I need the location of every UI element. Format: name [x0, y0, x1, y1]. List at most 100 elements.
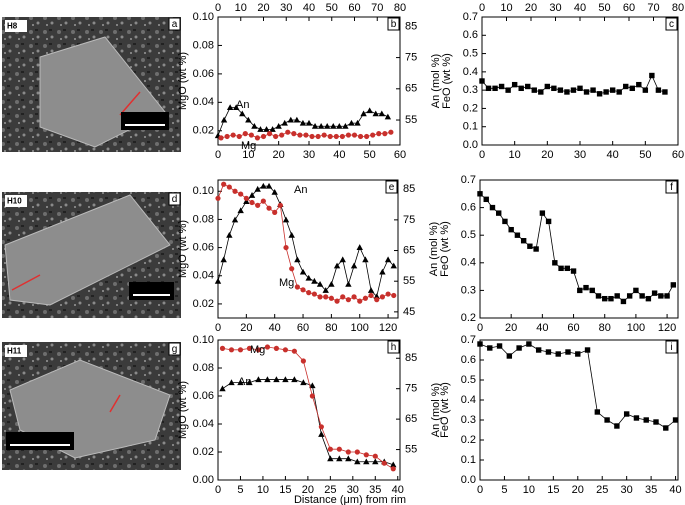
x-tick-label: 100: [627, 322, 645, 334]
x-tick-label: 25: [596, 484, 608, 496]
data-point: [275, 122, 282, 129]
data-point: [291, 131, 297, 137]
data-point: [315, 133, 321, 140]
data-point: [653, 419, 659, 425]
data-point: [345, 455, 352, 462]
data-point: [311, 277, 318, 284]
data-point: [266, 131, 273, 137]
data-point: [583, 89, 590, 95]
data-point: [372, 453, 378, 459]
data-point: [248, 132, 254, 138]
data-point: [266, 205, 272, 211]
data-point: [526, 341, 532, 347]
data-point: [545, 349, 552, 355]
data-point: [291, 376, 298, 383]
x-axis-label: Distance (μm) from rim: [294, 494, 406, 505]
data-point: [374, 297, 380, 303]
data-point: [360, 110, 367, 117]
data-point: [590, 87, 596, 93]
x-tick-label: 100: [351, 322, 369, 334]
data-point: [518, 85, 524, 92]
data-point: [633, 415, 640, 421]
data-point: [477, 191, 483, 197]
y2-axis-label: An (mol %): [430, 383, 442, 437]
y2-tick-label: 75: [405, 51, 417, 63]
y-axis-label: MgO (wt %): [177, 52, 189, 110]
data-point: [221, 181, 227, 187]
scale-label: 100μm: [138, 283, 166, 293]
y2-axis-label: An (mol %): [430, 54, 442, 108]
data-point: [239, 110, 246, 117]
x-tick-label: 20: [572, 484, 584, 496]
x-tick-label: 40: [333, 149, 345, 161]
profile-line: [109, 394, 121, 413]
panel-letter: a: [172, 19, 178, 30]
data-point: [246, 345, 253, 351]
series-line: [217, 183, 394, 302]
data-point: [297, 132, 303, 138]
plot-frame: [217, 16, 401, 146]
data-point: [220, 256, 227, 263]
data-point: [535, 347, 542, 353]
data-point: [672, 417, 679, 423]
panel-letter-box: [387, 17, 400, 31]
panel-letter-box: [387, 340, 400, 354]
data-point: [273, 376, 280, 383]
data-point: [317, 122, 325, 129]
data-point: [362, 295, 369, 301]
x2-tick-label: 0: [215, 2, 221, 14]
data-point: [254, 135, 261, 141]
x-tick-label: 30: [347, 484, 359, 496]
series-line: [222, 379, 394, 466]
data-point: [552, 260, 558, 266]
data-point: [306, 290, 312, 296]
sample-label-bg: [5, 195, 27, 207]
scale-label: 100μm: [26, 433, 54, 443]
y-tick-label: 0.08: [193, 213, 214, 225]
x2-tick-label: 70: [647, 2, 659, 14]
data-point: [248, 192, 256, 198]
data-point: [345, 297, 351, 303]
panel-letter: g: [172, 344, 178, 355]
data-point: [614, 293, 620, 299]
x-tick-label: 35: [645, 484, 657, 496]
y-tick-label: 0.02: [193, 125, 214, 137]
x2-tick-label: 60: [348, 2, 360, 14]
data-point: [318, 424, 324, 430]
data-point: [551, 85, 557, 92]
y-tick-label: 0.3: [463, 84, 478, 96]
data-point: [370, 132, 376, 138]
data-point: [336, 446, 342, 452]
y2-tick-label: 45: [403, 306, 415, 318]
y2-tick-label: 85: [405, 20, 417, 32]
y-axis-label: MgO (wt %): [177, 220, 189, 278]
data-point: [219, 385, 226, 392]
data-point: [496, 210, 502, 216]
data-point: [616, 89, 622, 95]
data-point: [243, 195, 249, 201]
data-point: [231, 216, 239, 223]
panel-letter: e: [389, 182, 395, 193]
x-tick-label: 15: [547, 484, 559, 496]
y-tick-label: 0.7: [463, 11, 478, 23]
profile-line: [119, 91, 141, 116]
data-point: [339, 256, 346, 263]
y-tick-label: 0.06: [193, 68, 214, 80]
y2-tick-label: 85: [403, 183, 415, 195]
data-point: [368, 292, 374, 299]
data-point: [645, 295, 652, 302]
data-point: [603, 89, 609, 95]
data-point: [609, 87, 616, 93]
data-point: [294, 256, 301, 263]
panel-letter-box: [665, 17, 678, 31]
data-point: [363, 452, 369, 458]
data-point: [575, 351, 581, 357]
data-point: [533, 246, 539, 252]
x-tick-label: 40: [669, 484, 681, 496]
data-point: [642, 87, 649, 93]
data-point: [214, 277, 222, 284]
data-point: [300, 358, 306, 364]
y2-tick-label: 65: [403, 244, 415, 256]
y-tick-label: 0.0: [461, 474, 476, 486]
x-tick-label: 120: [379, 322, 397, 334]
